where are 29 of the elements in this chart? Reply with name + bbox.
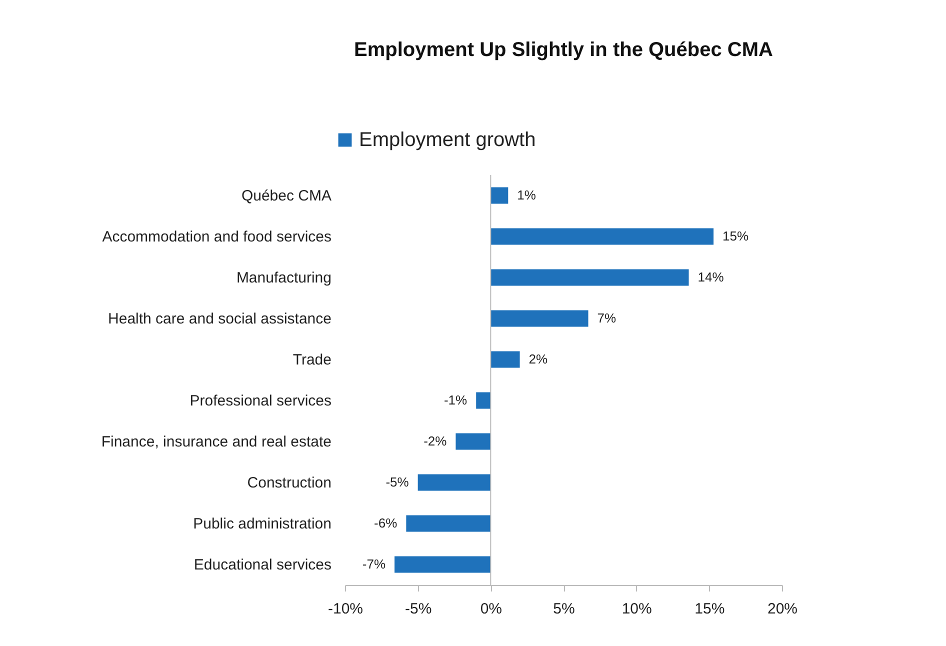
y-tick-label: Trade — [292, 352, 332, 368]
x-tick-label: 5% — [553, 600, 575, 618]
data-label: -5% — [386, 474, 410, 490]
data-label: -1% — [444, 392, 468, 408]
data-label: 7% — [597, 310, 616, 326]
x-tick-label: -10% — [328, 600, 364, 618]
y-tick-label: Québec CMA — [241, 188, 332, 204]
y-tick-label: Public administration — [193, 516, 332, 532]
y-tick-label: Educational services — [194, 556, 332, 574]
x-tick-label: 15% — [694, 600, 725, 618]
y-tick-label: Professional services — [190, 392, 332, 410]
data-label: -6% — [374, 516, 398, 530]
x-tick-label: -5% — [404, 600, 432, 618]
y-tick-label: Finance, insurance and real estate — [101, 434, 332, 450]
data-label: 2% — [528, 352, 548, 366]
x-tick-label: 0% — [480, 600, 502, 618]
chart-title: Employment Up Slightly in the Québec CMA — [354, 39, 773, 61]
y-tick-label: Construction — [247, 474, 332, 492]
data-label: 1% — [517, 188, 536, 202]
y-tick-label: Health care and social assistance — [108, 310, 332, 328]
legend-label: Employment growth — [359, 129, 536, 151]
y-tick-label: Accommodation and food services — [102, 228, 332, 246]
y-tick-label: Manufacturing — [236, 270, 332, 286]
data-label: -7% — [362, 556, 386, 572]
x-tick-label: 10% — [622, 600, 652, 618]
data-label: -2% — [424, 434, 448, 448]
x-tick-label: 20% — [767, 600, 798, 618]
data-label: 15% — [722, 228, 749, 244]
data-label: 14% — [698, 270, 724, 284]
